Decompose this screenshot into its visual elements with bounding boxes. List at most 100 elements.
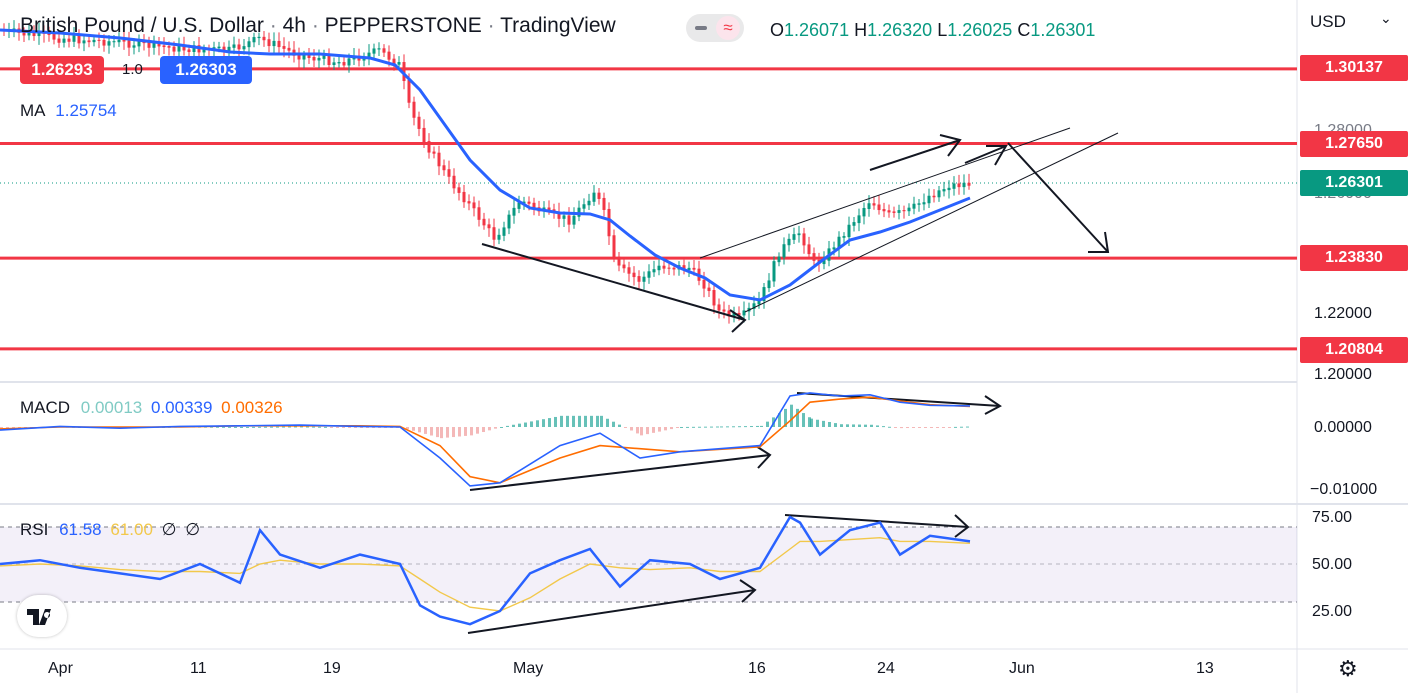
macd-hist-bar [246,426,249,428]
candle-body [457,187,461,193]
candle-body [427,141,431,153]
rsi-tick-2: 50.00 [1312,556,1353,573]
candle-body [22,31,26,36]
candle-body [452,175,456,189]
channel-lines [699,127,1119,313]
time-tick-may: May [513,660,544,677]
candle-body [372,48,376,54]
macd-hist-bar [336,427,339,428]
macd-hist-bar [606,418,609,427]
buy-button[interactable]: 1.26303 [160,56,252,84]
candle-body [347,58,351,66]
candle-body [467,201,471,204]
rsi-tick-1: 75.00 [1312,509,1353,526]
macd-hist-bar [646,427,649,435]
macd-hist-bar [732,426,735,428]
candle-body [332,62,336,65]
candle-body [492,227,496,240]
time-tick-24: 24 [877,660,895,677]
macd-hist-bar [618,424,621,427]
current-price-label: 1.26301 [1300,170,1408,196]
rsi-tick-3: 25.00 [1312,603,1353,620]
candle-body [512,207,516,216]
symbol-title[interactable]: British Pound / U.S. Dollar · 4h · PEPPE… [20,14,616,37]
candle-body [232,44,236,48]
macd-hist-bar [458,427,461,437]
macd-hist-bar [406,427,409,430]
candle-body [502,227,506,236]
candle-body [647,271,651,278]
macd-hist-bar [930,427,933,428]
chevron-down-icon[interactable]: ⌄ [1380,10,1392,26]
candle-body [202,48,206,53]
candle-body [777,256,781,263]
candle-body [312,57,316,61]
macd-hist-bar [354,427,357,428]
macd-hist-bar [342,427,345,428]
macd-hist-bar [424,427,427,434]
candle-body [692,267,696,270]
macd-hist-bar [12,427,15,428]
macd-hist-bar [560,415,563,427]
ma-legend[interactable]: MA 1.25754 [20,101,117,120]
macd-hist-bar [906,427,909,429]
candle-body [907,207,911,212]
candle-body [222,46,226,52]
candle-body [27,31,31,36]
candle-body [687,267,691,271]
candle-body [932,195,936,198]
macd-hist-bar [810,418,813,427]
macd-hist-bar [476,427,479,434]
macd-hist-bar [330,427,333,428]
sell-button[interactable]: 1.26293 [20,56,104,84]
drawing-arrows [467,134,1110,634]
currency-label[interactable]: USD [1310,12,1346,31]
macd-hist-bar [864,424,867,427]
gear-icon[interactable]: ⚙ [1338,656,1358,681]
candle-body [437,152,441,167]
candle-body [462,191,466,203]
macd-hist-bar [372,427,375,428]
candle-body [97,39,101,41]
candle-body [852,222,856,226]
macd-hist-bar [834,423,837,427]
candle-body [112,41,116,43]
candle-body [82,40,86,44]
macd-legend[interactable]: MACD 0.00013 0.00339 0.00326 [20,398,283,417]
macd-hist-bar [784,408,787,427]
macd-hist-bar [234,426,237,428]
candle-body [672,267,676,270]
macd-hist-bar [312,426,315,428]
candle-body [547,207,551,211]
macd-hist-bar [596,415,599,427]
macd-hist-bar [636,427,639,434]
candle-body [442,165,446,171]
macd-hist-bar [624,427,627,428]
macd-hist-bar [894,427,897,428]
macd-hist-bar [412,427,415,431]
macd-hist-bar [846,424,849,427]
rsi-legend[interactable]: RSI 61.58 61.00 ∅ ∅ [20,520,200,539]
candle-body [562,215,566,219]
macd-hist-bar [464,427,467,436]
candle-body [382,48,386,53]
candle-body [727,310,731,317]
macd-tick-2: −0.01000 [1310,481,1378,498]
tradingview-logo[interactable] [17,595,67,637]
level-label-4: 1.20804 [1300,337,1408,363]
macd-hist-bar [900,427,903,429]
macd-hist-bar [966,426,969,428]
candle-body [737,312,741,316]
candle-body [892,211,896,213]
candle-body [597,192,601,199]
candle-body [187,49,191,53]
candle-body [887,210,891,213]
candle-body [882,209,886,212]
macd-hist-bar [554,416,557,427]
macd-hist-bar [888,426,891,428]
candle-body [797,233,801,236]
macd-hist-bar [664,427,667,431]
indicator-toggle-icon[interactable]: ≈ [686,14,744,42]
macd-hist-bar [440,427,443,439]
